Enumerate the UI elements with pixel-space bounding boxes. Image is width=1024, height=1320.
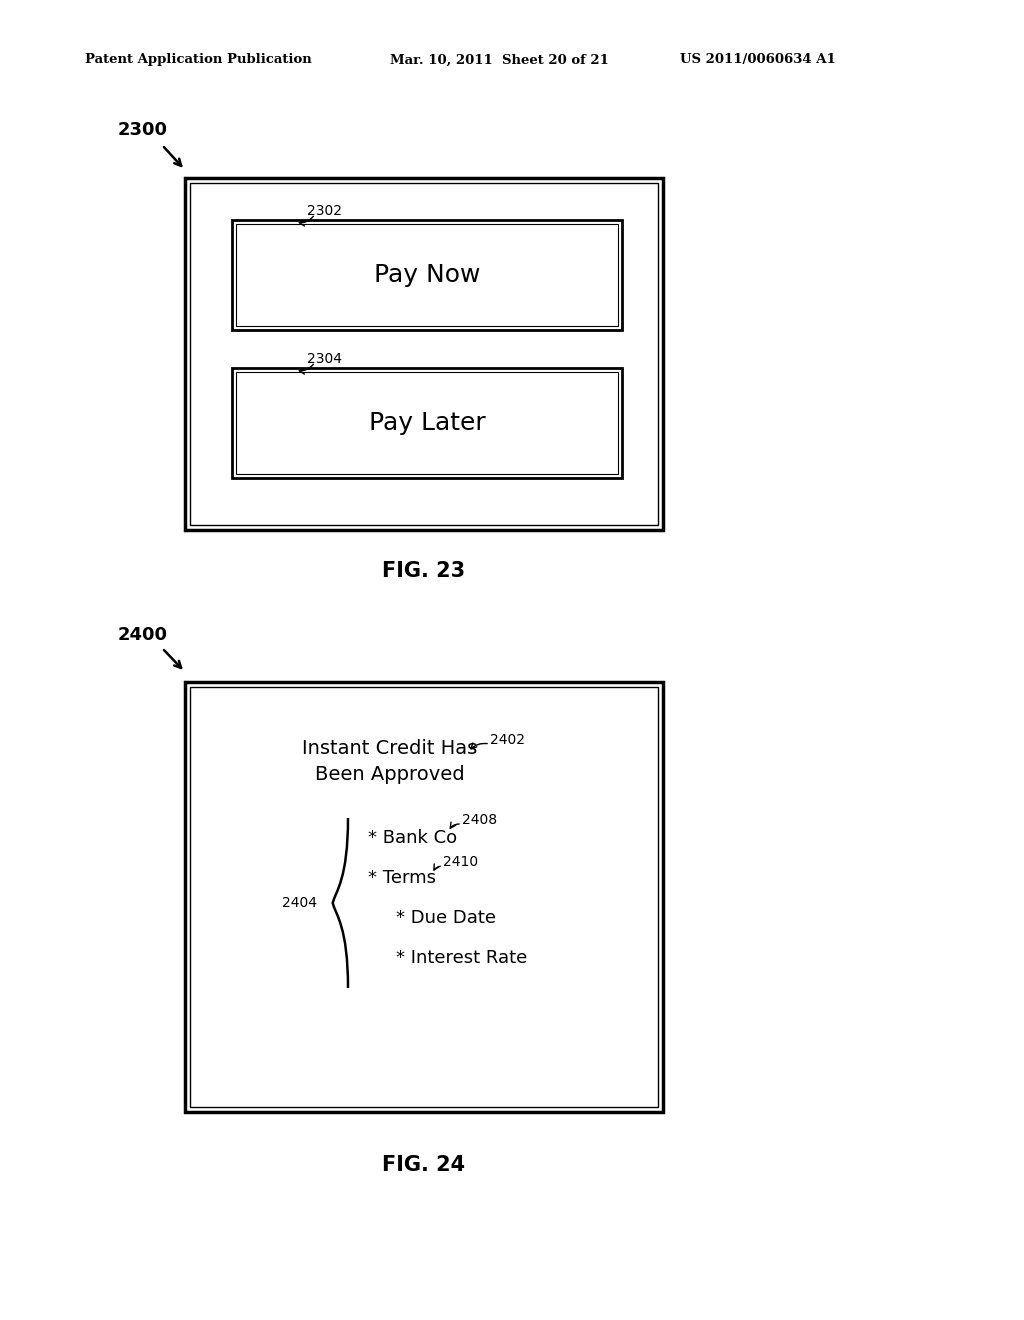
- Text: * Due Date: * Due Date: [396, 909, 496, 927]
- Text: FIG. 23: FIG. 23: [382, 561, 466, 581]
- Bar: [236, 372, 618, 474]
- Text: 2400: 2400: [118, 626, 168, 644]
- Text: 2302: 2302: [307, 205, 342, 218]
- Bar: [185, 178, 663, 531]
- Text: 2410: 2410: [443, 855, 478, 869]
- Text: US 2011/0060634 A1: US 2011/0060634 A1: [680, 54, 836, 66]
- Text: 2408: 2408: [462, 813, 497, 828]
- Text: Pay Later: Pay Later: [369, 411, 485, 436]
- Text: * Interest Rate: * Interest Rate: [396, 949, 527, 968]
- Bar: [232, 368, 622, 478]
- Bar: [190, 183, 658, 525]
- Text: * Bank Co: * Bank Co: [368, 829, 457, 847]
- Bar: [190, 686, 658, 1107]
- Text: * Terms: * Terms: [368, 869, 436, 887]
- Text: 2404: 2404: [282, 896, 317, 909]
- Text: 2402: 2402: [490, 733, 525, 747]
- Text: Mar. 10, 2011  Sheet 20 of 21: Mar. 10, 2011 Sheet 20 of 21: [390, 54, 609, 66]
- Bar: [236, 224, 618, 326]
- Text: 2300: 2300: [118, 121, 168, 139]
- Text: Been Approved: Been Approved: [315, 766, 465, 784]
- Text: Pay Now: Pay Now: [374, 263, 480, 286]
- Text: Patent Application Publication: Patent Application Publication: [85, 54, 311, 66]
- Text: Instant Credit Has: Instant Credit Has: [302, 738, 477, 758]
- Bar: [185, 682, 663, 1111]
- Text: 2304: 2304: [307, 352, 342, 366]
- Text: FIG. 24: FIG. 24: [382, 1155, 466, 1175]
- Bar: [232, 220, 622, 330]
